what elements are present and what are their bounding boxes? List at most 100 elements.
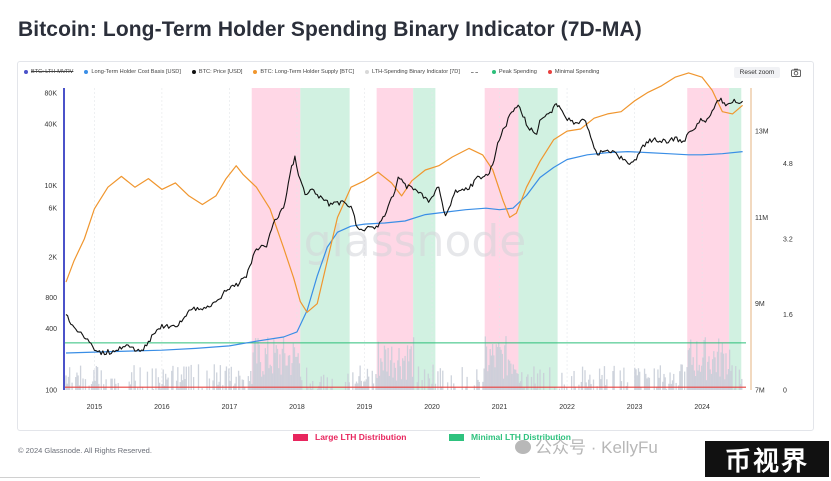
binary-indicator-bar bbox=[297, 353, 299, 390]
binary-indicator-bar bbox=[278, 368, 280, 390]
binary-indicator-bar bbox=[693, 370, 696, 390]
binary-indicator-bar bbox=[409, 349, 411, 390]
binary-indicator-bar bbox=[208, 378, 211, 390]
legend-item-binary-indicator[interactable]: LTH-Spending Binary Indicator [7D] bbox=[365, 69, 460, 75]
binary-indicator-bar bbox=[299, 376, 302, 390]
binary-indicator-bar bbox=[82, 378, 84, 390]
binary-indicator-bar bbox=[664, 377, 666, 390]
legend-label: Peak Spending bbox=[498, 69, 537, 75]
binary-indicator-bar bbox=[378, 375, 381, 390]
binary-indicator-bar bbox=[110, 378, 112, 390]
binary-indicator-bar bbox=[363, 381, 365, 390]
binary-indicator-bar bbox=[731, 365, 733, 390]
binary-indicator-bar bbox=[634, 367, 636, 390]
binary-indicator-bar bbox=[596, 386, 598, 390]
binary-indicator-bar bbox=[549, 367, 551, 390]
camera-icon[interactable] bbox=[791, 68, 801, 77]
binary-indicator-bar bbox=[515, 369, 517, 390]
binary-indicator-bar bbox=[316, 388, 319, 390]
binary-indicator-bar bbox=[483, 368, 485, 390]
x-tick-label: 2015 bbox=[87, 404, 103, 411]
binary-indicator-bar bbox=[330, 387, 332, 390]
binary-indicator-bar bbox=[671, 380, 674, 390]
legend-item-lth-mvrv[interactable]: BTC: LTH-MVRV bbox=[24, 69, 73, 75]
binary-indicator-bar bbox=[518, 382, 521, 390]
binary-indicator-bar bbox=[248, 381, 251, 390]
binary-indicator-bar bbox=[718, 338, 720, 390]
x-tick-label: 2018 bbox=[289, 404, 305, 411]
binary-indicator-bar bbox=[442, 370, 444, 390]
legend-item-minimal-spending[interactable]: Minimal Spending bbox=[547, 69, 599, 75]
binary-indicator-bar bbox=[286, 365, 288, 390]
legend-label: BTC: LTH-MVRV bbox=[31, 69, 74, 75]
binary-indicator-bar bbox=[510, 363, 512, 390]
binary-indicator-bar bbox=[454, 387, 456, 390]
binary-indicator-bar bbox=[301, 380, 303, 390]
binary-indicator-bar bbox=[738, 369, 741, 390]
binary-indicator-bar bbox=[96, 367, 99, 390]
y-tick-label-supply: 7M bbox=[755, 388, 765, 395]
binary-indicator-bar bbox=[160, 388, 162, 390]
binary-indicator-bar bbox=[274, 352, 276, 390]
legend-item-lth-supply[interactable]: BTC: Long-Term Holder Supply [BTC] bbox=[253, 69, 354, 75]
binary-indicator-bar bbox=[94, 380, 96, 390]
binary-indicator-bar bbox=[707, 361, 709, 390]
reset-zoom-button[interactable]: Reset zoom bbox=[734, 67, 780, 78]
binary-indicator-bar bbox=[432, 364, 434, 390]
binary-indicator-bar bbox=[488, 365, 490, 390]
binary-indicator-bar bbox=[508, 360, 511, 390]
legend-item-cost-basis[interactable]: Long-Term Holder Cost Basis [USD] bbox=[84, 69, 181, 75]
binary-indicator-bar bbox=[219, 365, 222, 390]
binary-indicator-bar bbox=[263, 374, 265, 390]
binary-indicator-bar bbox=[167, 377, 169, 390]
binary-indicator-bar bbox=[183, 366, 185, 390]
binary-indicator-bar bbox=[437, 371, 439, 390]
legend-item-price[interactable]: BTC: Price [USD] bbox=[191, 69, 242, 75]
binary-indicator-bar bbox=[522, 388, 524, 390]
band-large-2 bbox=[376, 88, 414, 390]
legend-item-dashed[interactable] bbox=[470, 71, 481, 73]
binary-indicator-bar bbox=[262, 371, 264, 390]
binary-indicator-bar bbox=[71, 382, 73, 390]
binary-indicator-bar bbox=[366, 368, 369, 390]
y-tick-label-supply: 11M bbox=[755, 215, 768, 222]
binary-indicator-bar bbox=[606, 379, 608, 390]
binary-indicator-bar bbox=[735, 366, 737, 390]
binary-indicator-bar bbox=[380, 358, 382, 390]
binary-indicator-bar bbox=[273, 339, 275, 390]
binary-indicator-bar bbox=[722, 353, 725, 390]
binary-indicator-bar bbox=[128, 381, 130, 390]
binary-indicator-bar bbox=[478, 381, 480, 390]
y-tick-label-left: 10K bbox=[45, 183, 58, 190]
binary-indicator-bar bbox=[673, 373, 675, 390]
binary-indicator-bar bbox=[517, 373, 519, 390]
binary-indicator-bar bbox=[394, 367, 397, 390]
x-tick-label: 2017 bbox=[222, 404, 238, 411]
binary-indicator-bar bbox=[724, 379, 726, 390]
binary-indicator-bar bbox=[397, 360, 399, 390]
binary-indicator-bar bbox=[635, 369, 637, 390]
binary-indicator-bar bbox=[704, 337, 706, 390]
binary-indicator-bar bbox=[104, 387, 106, 390]
binary-indicator-bar bbox=[197, 364, 200, 390]
glassnode-watermark: glassnode bbox=[304, 216, 527, 267]
binary-indicator-bar bbox=[282, 337, 285, 390]
binary-indicator-bar bbox=[495, 344, 497, 390]
swatch-minimal-icon bbox=[449, 433, 464, 441]
binary-indicator-bar bbox=[279, 354, 281, 390]
binary-indicator-bar bbox=[182, 380, 184, 390]
binary-indicator-bar bbox=[117, 382, 119, 390]
binary-indicator-bar bbox=[561, 372, 563, 390]
legend-item-peak-spending[interactable]: Peak Spending bbox=[491, 69, 537, 75]
binary-indicator-bar bbox=[139, 367, 141, 390]
band-minimal-7 bbox=[729, 88, 742, 390]
binary-indicator-bar bbox=[319, 381, 321, 390]
binary-indicator-bar bbox=[570, 376, 573, 390]
legend-dot-icon bbox=[547, 70, 552, 74]
binary-indicator-bar bbox=[696, 341, 698, 390]
binary-indicator-bar bbox=[713, 351, 715, 390]
binary-indicator-bar bbox=[412, 337, 415, 390]
binary-indicator-bar bbox=[521, 372, 523, 390]
binary-indicator-bar bbox=[259, 362, 262, 390]
